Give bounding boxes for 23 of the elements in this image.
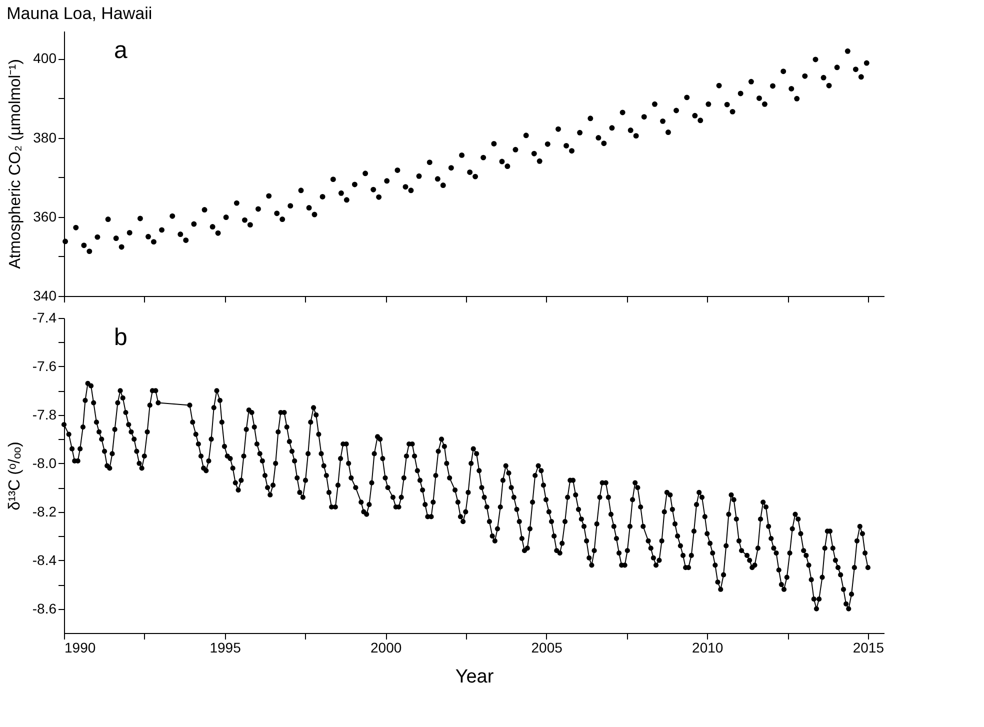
x-tick-label: 2000 <box>370 640 402 656</box>
x-tick-label: 2010 <box>692 640 724 656</box>
y-tick-label: -7.4 <box>32 310 57 326</box>
annotation: a <box>114 37 128 64</box>
x-tick-label: 1995 <box>210 640 242 656</box>
y-tick-label: 380 <box>33 129 57 146</box>
y-tick-label: -7.8 <box>32 406 57 422</box>
annotation: b <box>114 324 128 351</box>
y-tick-label: -8.2 <box>32 503 57 520</box>
y-tick-label: -8.0 <box>32 454 57 471</box>
y-axis-title: Atmospheric CO₂ (µmolmol⁻¹) <box>7 59 24 269</box>
y-tick-label: 400 <box>33 50 57 66</box>
y-tick-label: -8.4 <box>32 552 57 568</box>
x-tick-label: 1990 <box>64 640 96 656</box>
y-tick-label: 340 <box>33 288 57 304</box>
y-tick-label: 360 <box>33 208 57 224</box>
chart-title: Mauna Loa, Hawaii <box>6 4 152 23</box>
x-axis-title: Year <box>455 666 494 688</box>
y-tick-label: -7.6 <box>32 358 57 374</box>
x-tick-label: 2015 <box>852 640 884 656</box>
x-tick-label: 2005 <box>531 640 563 656</box>
y-axis-title: δ¹³C (ᵒ/ₒₒ) <box>6 442 24 510</box>
y-tick-label: -8.6 <box>32 600 57 616</box>
